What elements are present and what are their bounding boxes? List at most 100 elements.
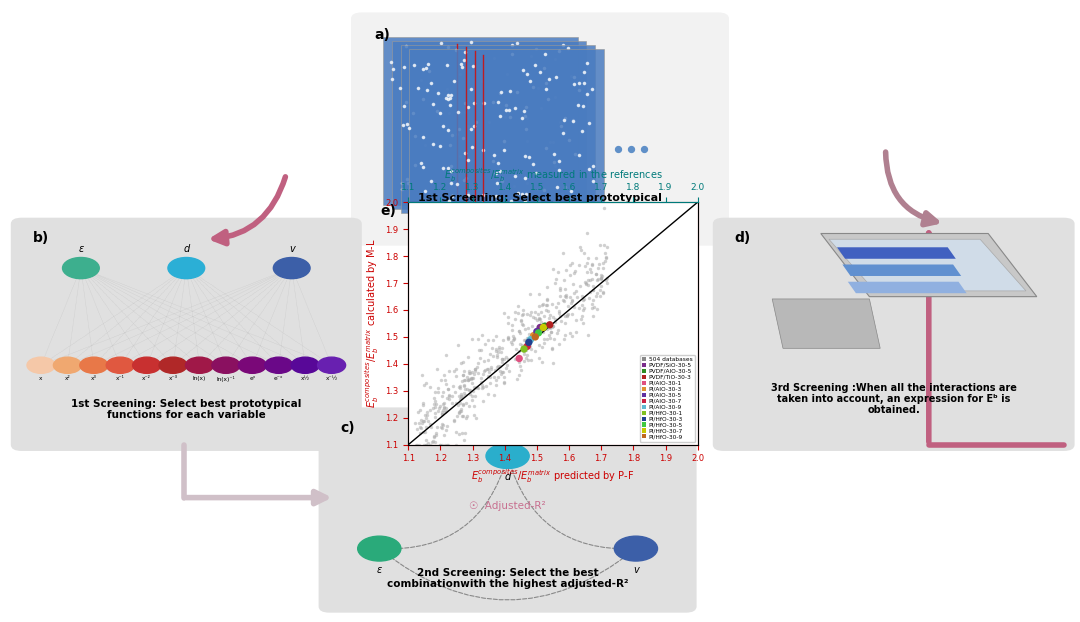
Point xyxy=(421,405,438,415)
Point xyxy=(397,42,415,52)
Point xyxy=(570,78,588,88)
Point xyxy=(546,314,564,324)
Point xyxy=(561,328,578,338)
Point xyxy=(429,203,446,213)
Point xyxy=(597,276,615,285)
Point xyxy=(584,176,602,186)
Point xyxy=(418,85,435,95)
Circle shape xyxy=(186,357,214,373)
Point xyxy=(440,94,457,104)
Point xyxy=(436,407,454,417)
Point xyxy=(438,60,456,70)
Point xyxy=(575,101,592,111)
Point xyxy=(528,183,545,193)
Point xyxy=(550,156,567,165)
Point xyxy=(511,355,528,364)
Polygon shape xyxy=(829,239,1026,291)
Point xyxy=(463,373,481,383)
Point xyxy=(563,298,580,308)
Point xyxy=(394,119,411,129)
Point xyxy=(516,173,534,183)
Point xyxy=(450,408,468,418)
Point xyxy=(406,131,423,141)
Point xyxy=(480,364,497,374)
Point xyxy=(572,314,590,324)
Point xyxy=(492,87,510,97)
Point xyxy=(431,401,448,411)
Text: functions for each variable: functions for each variable xyxy=(107,410,266,420)
Point xyxy=(470,368,487,378)
Point xyxy=(548,302,565,312)
Point xyxy=(460,368,477,378)
Point xyxy=(498,70,515,80)
Point xyxy=(424,393,442,403)
Point xyxy=(487,346,504,356)
Point xyxy=(544,137,562,147)
Point xyxy=(451,383,469,392)
Point xyxy=(460,155,477,165)
Text: a): a) xyxy=(375,28,391,42)
Point xyxy=(517,345,535,355)
Point xyxy=(544,358,562,368)
Point xyxy=(419,415,436,425)
Point xyxy=(485,390,502,400)
Point xyxy=(544,299,562,309)
Point xyxy=(491,165,509,175)
Point xyxy=(580,118,597,128)
Point xyxy=(494,354,511,364)
Polygon shape xyxy=(821,233,1037,297)
Point xyxy=(469,382,486,392)
Point xyxy=(427,388,444,397)
Point xyxy=(407,160,424,170)
Point xyxy=(576,294,593,304)
Point xyxy=(460,190,477,200)
Point xyxy=(463,394,481,404)
Point xyxy=(592,285,609,295)
Point xyxy=(438,84,456,94)
Circle shape xyxy=(486,443,529,468)
Point xyxy=(445,416,462,426)
Point xyxy=(564,116,581,126)
Point xyxy=(584,284,602,294)
Point xyxy=(537,300,554,310)
Point xyxy=(494,367,511,377)
Point xyxy=(426,402,443,412)
Point xyxy=(486,365,503,375)
Point xyxy=(507,354,524,364)
Point xyxy=(551,165,568,175)
Point xyxy=(517,338,535,348)
Point xyxy=(518,333,536,343)
Point xyxy=(588,269,605,279)
Point xyxy=(440,384,457,394)
Point xyxy=(458,414,475,424)
Point xyxy=(536,338,553,348)
Point xyxy=(507,314,524,324)
Point xyxy=(478,364,496,374)
Point xyxy=(556,126,573,136)
Circle shape xyxy=(239,357,267,373)
Point xyxy=(476,339,494,349)
Point xyxy=(418,435,435,445)
Point xyxy=(532,307,550,317)
Point xyxy=(539,306,556,316)
Point xyxy=(518,188,536,198)
Text: x³: x³ xyxy=(91,376,97,381)
Text: e⁻ˣ: e⁻ˣ xyxy=(274,376,283,381)
Point xyxy=(462,374,480,384)
Point xyxy=(417,412,434,422)
Point xyxy=(541,318,558,328)
Point xyxy=(568,327,585,337)
Point xyxy=(513,315,530,325)
Point xyxy=(594,289,611,299)
Point xyxy=(438,421,456,431)
Point xyxy=(577,278,594,288)
Point xyxy=(584,281,602,290)
Point xyxy=(517,124,535,134)
Point xyxy=(583,274,600,284)
Point xyxy=(528,315,545,325)
Point xyxy=(496,378,513,388)
Point xyxy=(522,344,539,354)
Circle shape xyxy=(133,357,161,373)
Point xyxy=(521,337,538,347)
Text: eˣ: eˣ xyxy=(249,376,256,381)
